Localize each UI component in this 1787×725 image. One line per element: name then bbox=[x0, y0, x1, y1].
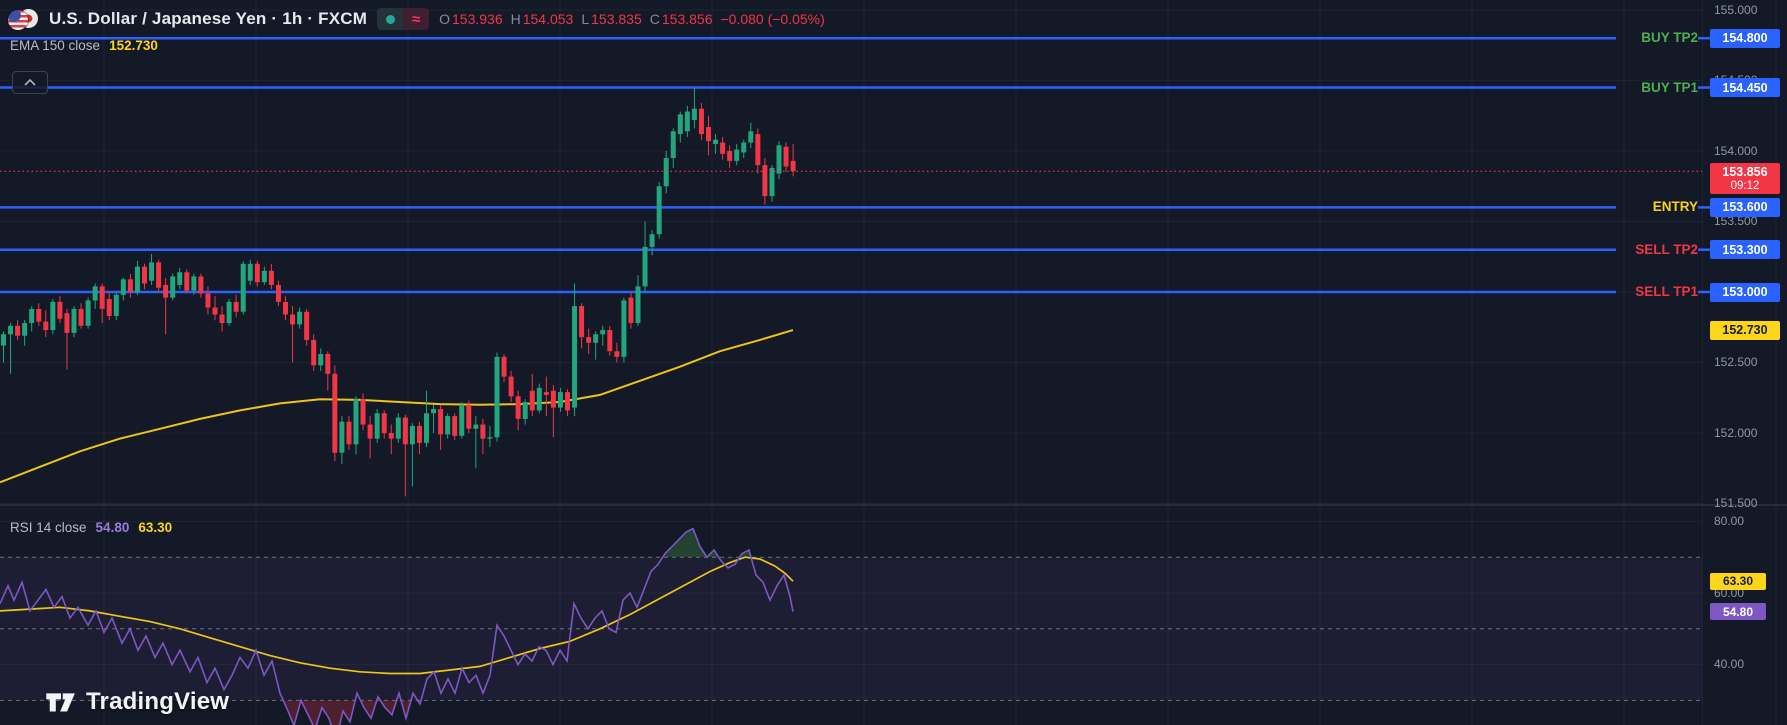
market-open-icon[interactable] bbox=[377, 8, 404, 30]
symbol-title[interactable]: U.S. Dollar / Japanese Yen · 1h · FXCM bbox=[49, 9, 368, 28]
price-axis-label: 152.000 bbox=[1714, 425, 1758, 440]
close-value: 153.856 bbox=[661, 11, 713, 27]
collapse-pane-button[interactable] bbox=[12, 71, 48, 94]
level-price-tag: 154.800 bbox=[1710, 28, 1780, 48]
rsi-ma-legend-value: 63.30 bbox=[138, 520, 173, 535]
rsi-value-tag: 54.80 bbox=[1710, 603, 1766, 621]
tradingview-logo-text: TradingView bbox=[86, 688, 230, 715]
price-axis-label: 155.000 bbox=[1714, 2, 1758, 17]
rsi-legend-value: 54.80 bbox=[95, 520, 130, 535]
level-label-buy-tp2[interactable]: BUY TP2 bbox=[1641, 30, 1698, 46]
ema-indicator-legend[interactable]: EMA 150 close 152.730 bbox=[10, 38, 158, 53]
level-price-tag: 153.600 bbox=[1710, 197, 1780, 217]
open-value: 153.936 bbox=[452, 11, 503, 27]
high-label: H bbox=[510, 11, 521, 27]
low-label: L bbox=[581, 11, 590, 27]
level-price-tag: 154.450 bbox=[1710, 78, 1780, 98]
level-price-tag: 153.300 bbox=[1710, 240, 1780, 260]
ema-legend-value: 152.730 bbox=[109, 38, 158, 53]
last-price-value: 153.856 bbox=[1722, 164, 1768, 179]
high-value: 154.053 bbox=[522, 11, 574, 27]
countdown-timer: 09:12 bbox=[1730, 179, 1760, 192]
close-label: C bbox=[649, 11, 660, 27]
last-price-tag: 153.856 09:12 bbox=[1710, 163, 1780, 195]
ema-price-tag: 152.730 bbox=[1710, 320, 1780, 340]
chart-legend: U.S. Dollar / Japanese Yen · 1h · FXCM ≈… bbox=[8, 6, 825, 32]
price-scale-divider bbox=[1702, 0, 1703, 725]
level-label-sell-tp1[interactable]: SELL TP1 bbox=[1635, 284, 1698, 299]
ohlc-values: O 153.936 H 154.053 L 153.835 C 153.856 −0.0… bbox=[439, 11, 825, 27]
change-value: −0.080 (−0.05%) bbox=[720, 11, 825, 27]
price-axis-label: 153.500 bbox=[1714, 214, 1758, 228]
symbol-flag-icon bbox=[8, 8, 39, 30]
level-price-tag: 153.000 bbox=[1710, 282, 1780, 302]
level-label-sell-tp2[interactable]: SELL TP2 bbox=[1635, 241, 1698, 257]
ema-legend-label: EMA 150 close bbox=[10, 38, 101, 53]
tradingview-logo-icon bbox=[46, 693, 75, 712]
rsi-axis-label: 80.00 bbox=[1714, 513, 1745, 528]
level-label-entry[interactable]: ENTRY bbox=[1652, 199, 1698, 215]
open-label: O bbox=[439, 11, 450, 27]
level-label-buy-tp1[interactable]: BUY TP1 bbox=[1641, 79, 1698, 95]
market-status-chips[interactable]: ≈ bbox=[377, 8, 430, 30]
price-axis-label: 152.500 bbox=[1714, 355, 1758, 369]
price-axis-label: 154.000 bbox=[1714, 143, 1758, 158]
tradingview-logo[interactable]: TradingView bbox=[44, 688, 229, 716]
rsi-value-tag: 63.30 bbox=[1710, 572, 1766, 590]
delayed-data-icon[interactable]: ≈ bbox=[403, 8, 430, 30]
chevron-up-icon bbox=[24, 78, 36, 86]
rsi-legend-label: RSI 14 close bbox=[10, 520, 87, 535]
rsi-indicator-legend[interactable]: RSI 14 close 54.80 63.30 bbox=[10, 520, 172, 535]
us-flag-icon bbox=[8, 10, 28, 30]
price-axis-label: 151.500 bbox=[1714, 496, 1758, 510]
rsi-axis-label: 40.00 bbox=[1714, 657, 1745, 672]
low-value: 153.835 bbox=[591, 11, 642, 27]
